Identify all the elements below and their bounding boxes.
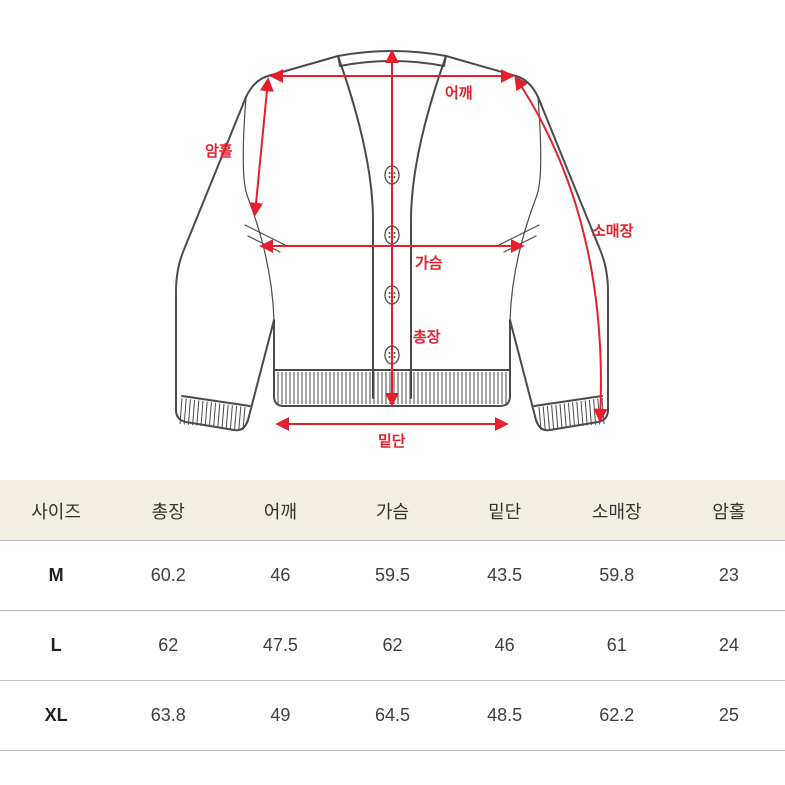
value-cell: 46 [224,541,336,611]
value-cell: 25 [673,681,785,751]
table-header-row: 사이즈총장어깨가슴밑단소매장암홀 [0,480,785,541]
value-cell: 24 [673,611,785,681]
value-cell: 43.5 [449,541,561,611]
size-cell: M [0,541,112,611]
label-shoulder: 어깨 [445,82,473,103]
garment-svg [0,0,785,480]
label-chest: 가슴 [415,252,443,273]
size-cell: L [0,611,112,681]
label-length: 총장 [413,326,441,347]
table-col-header: 총장 [112,480,224,541]
garment-diagram: 어깨 암홀 소매장 가슴 총장 밑단 [0,0,785,480]
table-row: M60.24659.543.559.823 [0,541,785,611]
table-col-header: 밑단 [449,480,561,541]
value-cell: 23 [673,541,785,611]
value-cell: 62.2 [561,681,673,751]
size-table-body: M60.24659.543.559.823L6247.562466124XL63… [0,541,785,751]
table-row: XL63.84964.548.562.225 [0,681,785,751]
value-cell: 62 [112,611,224,681]
value-cell: 63.8 [112,681,224,751]
size-cell: XL [0,681,112,751]
value-cell: 62 [336,611,448,681]
table-col-header: 가슴 [336,480,448,541]
value-cell: 49 [224,681,336,751]
table-col-header: 어깨 [224,480,336,541]
table-col-header: 사이즈 [0,480,112,541]
value-cell: 60.2 [112,541,224,611]
value-cell: 59.5 [336,541,448,611]
value-cell: 61 [561,611,673,681]
table-col-header: 암홀 [673,480,785,541]
label-armhole: 암홀 [205,140,233,161]
value-cell: 64.5 [336,681,448,751]
size-table-head: 사이즈총장어깨가슴밑단소매장암홀 [0,480,785,541]
label-sleeve: 소매장 [592,220,633,241]
table-row: L6247.562466124 [0,611,785,681]
label-hem: 밑단 [378,430,406,451]
value-cell: 46 [449,611,561,681]
value-cell: 59.8 [561,541,673,611]
table-col-header: 소매장 [561,480,673,541]
size-table: 사이즈총장어깨가슴밑단소매장암홀 M60.24659.543.559.823L6… [0,480,785,751]
value-cell: 47.5 [224,611,336,681]
value-cell: 48.5 [449,681,561,751]
